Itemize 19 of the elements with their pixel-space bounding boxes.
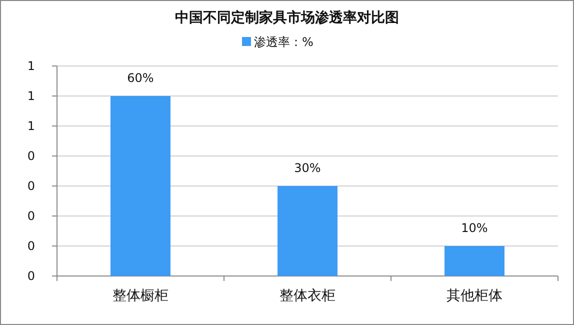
bar: [444, 246, 504, 276]
bar: [278, 186, 338, 276]
x-tick-label: 其他柜体: [446, 288, 502, 304]
text: 30%: [294, 161, 321, 175]
y-tick-label: 0: [27, 179, 35, 193]
bar: [110, 96, 170, 276]
y-tick-label: 1: [27, 119, 35, 133]
y-tick-label: 0: [27, 269, 35, 283]
x-tick-label: 整体衣柜: [280, 288, 336, 304]
legend-label: 渗透率：%: [254, 35, 314, 49]
y-tick-label: 0: [27, 209, 35, 223]
text: 10%: [461, 221, 488, 235]
x-tick-label: 整体橱柜: [112, 288, 168, 304]
text: 60%: [127, 71, 154, 85]
y-tick-label: 0: [27, 239, 35, 253]
y-tick-label: 0: [27, 149, 35, 163]
chart-title: 中国不同定制家具市场渗透率对比图: [175, 9, 399, 26]
y-tick-label: 1: [27, 59, 35, 73]
y-tick-label: 1: [27, 89, 35, 103]
